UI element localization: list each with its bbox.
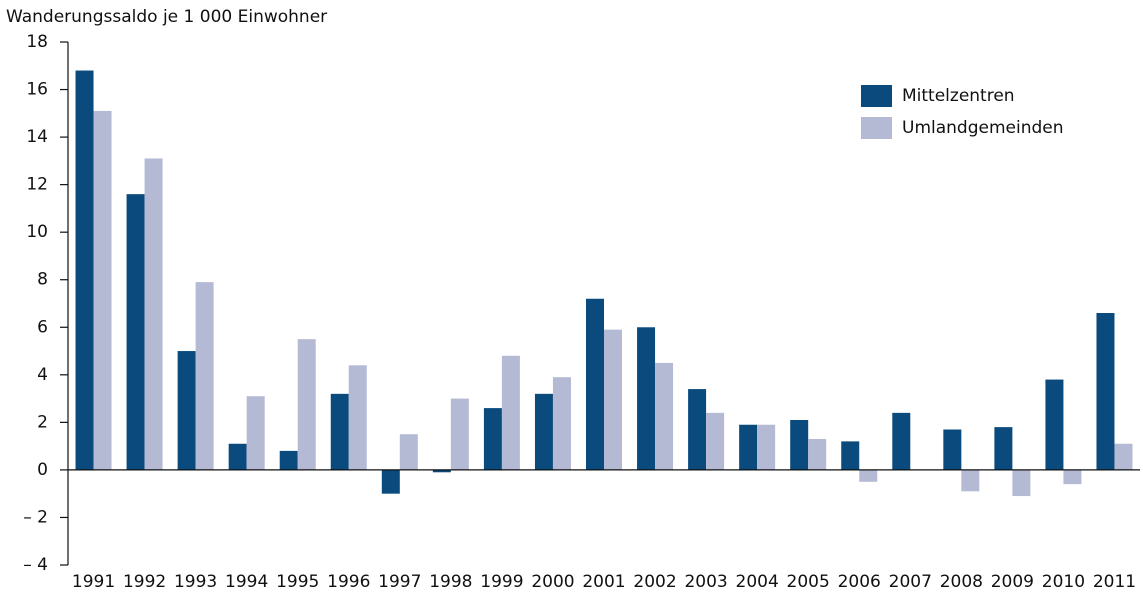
bar [841,441,860,470]
x-tick-label: 2007 [889,572,932,592]
bar [808,439,827,470]
bar [586,298,604,470]
x-tick-label: 2003 [684,572,727,592]
x-tick-label: 2001 [582,572,625,592]
bar [450,398,469,470]
bar [501,355,520,470]
bar [552,377,571,470]
y-tick-label: – 4 [23,555,48,575]
bar [892,412,911,470]
x-tick-label: 2009 [991,572,1034,592]
y-tick-label: 6 [37,317,48,337]
y-tick-label: 14 [26,127,48,147]
bar [1045,379,1064,470]
bar [297,339,316,470]
x-tick-label: 1994 [225,572,268,592]
x-tick-label: 2005 [787,572,830,592]
bar [126,194,145,470]
bar [534,393,553,470]
y-tick-label: 0 [37,460,48,480]
bar [348,365,367,470]
bar [1063,469,1082,485]
x-tick-label: 1995 [276,572,319,592]
bar [637,327,656,470]
bar [961,469,980,492]
legend-label: Mittelzentren [902,86,1015,106]
bar [604,329,622,470]
x-tick-label: 2004 [736,572,779,592]
x-tick-label: 1997 [378,572,421,592]
y-tick-label: 16 [26,80,48,100]
bar [943,429,962,470]
bar [432,469,451,473]
bar [195,282,214,470]
x-tick-label: 2008 [940,572,983,592]
legend-label: Umlandgemeinden [902,118,1064,138]
x-tick-label: 1992 [123,572,166,592]
chart-title: Wanderungssaldo je 1 000 Einwohner [6,7,327,27]
y-tick-label: 8 [37,270,48,290]
bar [399,434,418,470]
bar [228,443,247,470]
x-tick-label: 1998 [429,572,472,592]
bar [279,450,298,470]
bar [483,408,502,470]
bar [144,158,163,470]
x-tick-label: 1996 [327,572,370,592]
x-tick-label: 1991 [72,572,115,592]
legend-swatch [861,85,892,107]
x-tick-label: 2002 [633,572,676,592]
x-tick-label: 2006 [838,572,881,592]
bar [1114,443,1133,470]
y-tick-label: 4 [37,365,48,385]
y-tick-label: 12 [26,175,48,195]
bar [381,469,400,494]
bar [706,412,725,470]
x-tick-label: 1993 [174,572,217,592]
bar [790,419,809,470]
x-tick-label: 2000 [531,572,574,592]
bar [75,70,94,470]
bar [859,469,878,482]
x-tick-label: 2011 [1093,572,1136,592]
bar [757,424,776,470]
bar [994,427,1013,470]
bar [1012,469,1031,497]
y-tick-label: 10 [26,222,48,242]
y-tick-label: – 2 [23,507,48,527]
bar [93,110,112,470]
bar [655,362,674,470]
bar [330,393,349,470]
bar [739,424,758,470]
legend-swatch [861,117,892,139]
bar [1096,313,1115,470]
y-tick-label: 2 [37,412,48,432]
bar [688,389,707,470]
x-tick-label: 2010 [1042,572,1085,592]
bar [246,396,265,470]
x-tick-label: 1999 [480,572,523,592]
bar [177,351,196,470]
y-tick-label: 18 [26,32,48,52]
